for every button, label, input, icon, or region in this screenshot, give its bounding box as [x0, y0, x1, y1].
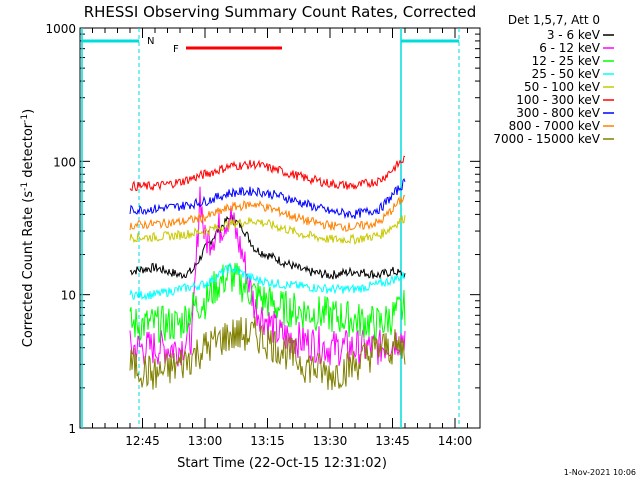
x-axis: 12:45 13:00 13:15 13:30 13:45 14:00	[79, 28, 481, 448]
x-tick-label: 14:00	[438, 434, 473, 448]
legend-title: Det 1,5,7, Att 0	[508, 13, 600, 27]
chart-title: RHESSI Observing Summary Count Rates, Co…	[84, 3, 477, 21]
legend-label: 100 - 300 keV	[516, 93, 600, 107]
series-line-6	[129, 178, 406, 220]
y-axis-label-end: )	[21, 109, 36, 114]
legend-label: 800 - 7000 keV	[509, 119, 601, 133]
series-line-4	[129, 215, 406, 246]
x-tick-label: 13:45	[375, 434, 410, 448]
x-tick-label: 13:15	[250, 434, 285, 448]
attenuator-markers: NF	[81, 28, 460, 428]
series-lines	[129, 155, 406, 391]
legend-label: 50 - 100 keV	[524, 80, 601, 94]
legend-label: 300 - 800 keV	[516, 106, 600, 120]
y-tick-label: 10	[61, 289, 76, 303]
y-tick-label: 1000	[45, 22, 76, 36]
x-tick-label: 13:00	[188, 434, 223, 448]
footer-date: 1-Nov-2021 10:06	[564, 468, 636, 477]
series-line-7	[129, 195, 406, 232]
x-axis-label: Start Time (22-Oct-15 12:31:02)	[177, 456, 387, 471]
legend-label: 25 - 50 keV	[532, 67, 601, 81]
x-tick-label: 13:30	[313, 434, 348, 448]
y-tick-label: 1	[68, 422, 76, 436]
legend-label: 3 - 6 keV	[547, 28, 601, 42]
series-line-2	[129, 262, 406, 343]
y-axis-label-mid: detector	[21, 122, 36, 182]
y-tick-label: 100	[53, 155, 76, 169]
x-tick-label: 12:45	[125, 434, 160, 448]
y-axis-label-sup2: -1	[20, 114, 30, 123]
series-line-0	[129, 214, 406, 280]
legend-label: 7000 - 15000 keV	[493, 132, 600, 146]
plot-area: 1 10 100 1000 12:45 13:00 13:15 13:30 13:45 14:0…	[45, 22, 481, 448]
plot-border	[79, 27, 481, 429]
y-axis-label: Corrected Count Rate (s-1 detector-1)	[20, 109, 36, 347]
series-line-3	[129, 262, 406, 302]
series-line-5	[129, 155, 406, 192]
night-label: N	[147, 36, 154, 47]
y-axis: 1 10 100 1000	[45, 22, 480, 436]
flare-label: F	[173, 44, 179, 55]
y-axis-label-sup1: -1	[20, 182, 30, 191]
legend-label: 6 - 12 keV	[539, 41, 601, 55]
series-line-8	[129, 316, 406, 391]
y-axis-label-main: Corrected Count Rate (s	[21, 191, 36, 348]
legend-label: 12 - 25 keV	[532, 54, 601, 68]
